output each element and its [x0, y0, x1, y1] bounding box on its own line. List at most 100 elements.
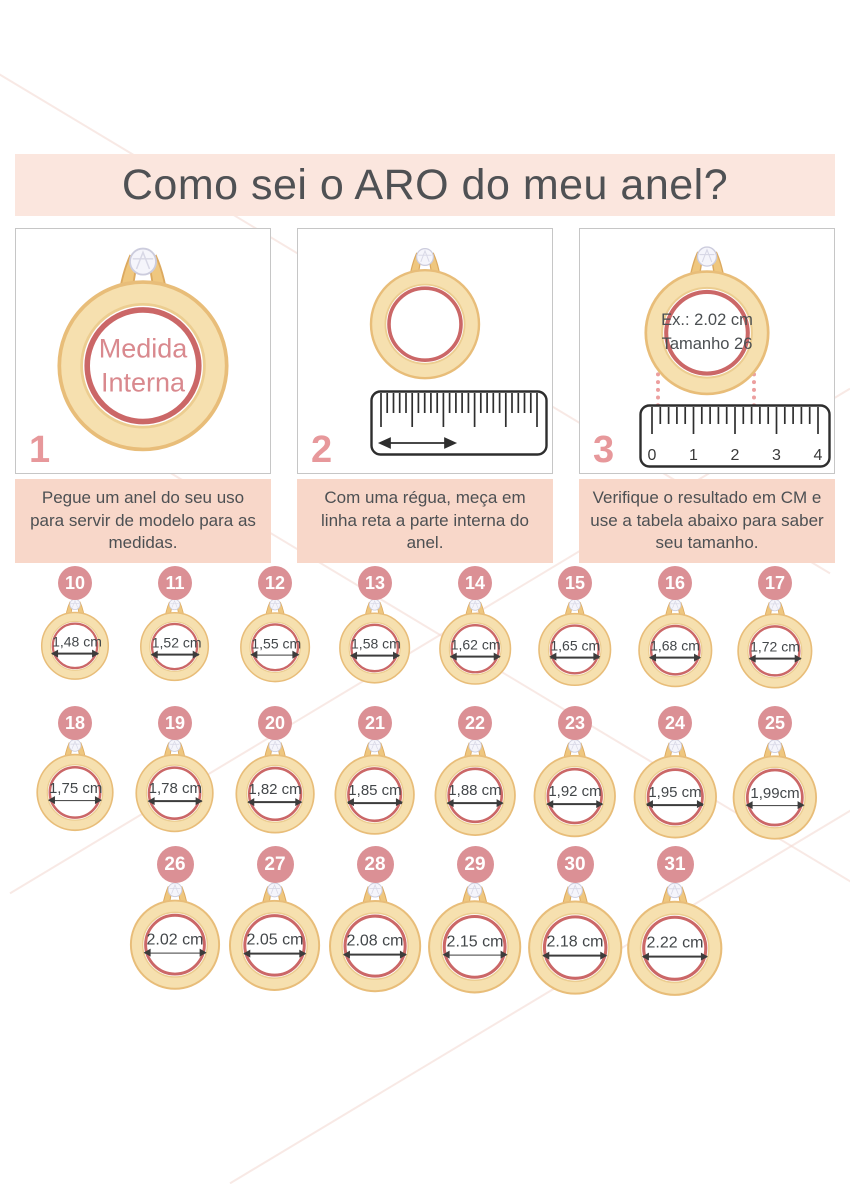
inner-diameter: 1,82 cm	[247, 781, 304, 806]
diameter-arrow-icon	[247, 798, 304, 806]
size-item-16: 16 1,68 cm	[625, 566, 725, 689]
size-number-badge: 25	[758, 706, 792, 740]
example-label: Ex.: 2.02 cm Tamanho 26	[661, 309, 753, 357]
inner-diameter: 1,92 cm	[546, 783, 605, 808]
ring-icon: 1,78 cm	[132, 737, 217, 834]
measurement-label: 1,92 cm	[548, 783, 602, 801]
diameter-arrow-icon	[342, 950, 408, 958]
measurement-label: 1,82 cm	[248, 781, 302, 799]
diameter-arrow-icon	[143, 949, 207, 957]
ring-icon: 2.22 cm	[623, 880, 727, 998]
measurement-label: 2.05 cm	[246, 931, 304, 949]
inner-diameter: 2.08 cm	[342, 933, 408, 958]
ring-icon	[365, 245, 485, 382]
step-number-3: 3	[593, 429, 615, 471]
size-item-29: 29 2.15 cm	[425, 846, 525, 995]
size-number-badge: 30	[556, 846, 594, 883]
size-number-badge: 14	[458, 566, 492, 600]
measurement-label: 1,95 cm	[648, 783, 702, 801]
ring-icon: 2.15 cm	[424, 880, 525, 995]
ring-icon: 1,85 cm	[331, 737, 418, 837]
ring-icon: 2.08 cm	[325, 880, 425, 994]
size-number-badge: 23	[558, 706, 592, 740]
size-item-23: 23 1,92 cm	[525, 706, 625, 839]
caption-step-3: Verifique o resultado em CM e use a tabe…	[579, 479, 835, 563]
dotted-guide-line	[656, 357, 660, 415]
ring-icon: 1,62 cm	[436, 597, 514, 686]
diameter-arrow-icon	[549, 653, 601, 661]
size-number-badge: 17	[758, 566, 792, 600]
size-item-14: 14 1,62 cm	[425, 566, 525, 686]
inner-measure-label: Medida Interna	[99, 332, 188, 400]
ring-illustration-step1: Medida Interna	[50, 243, 236, 455]
measurement-label: 1,75 cm	[48, 779, 103, 797]
ring-size-guide: Como sei o ARO do meu anel? Medida Inter…	[0, 67, 850, 1184]
dotted-guide-line	[752, 357, 756, 415]
step-panel-3: Ex.: 2.02 cm Tamanho 26 0 1 2 3 4 3	[579, 228, 835, 474]
diameter-arrow-icon	[51, 649, 99, 657]
size-number-badge: 24	[658, 706, 692, 740]
diameter-arrow-icon	[645, 800, 705, 809]
measurement-label: 2.18 cm	[546, 933, 604, 951]
ring-icon: 1,99cm	[729, 737, 821, 842]
svg-text:2: 2	[731, 447, 740, 464]
diameter-arrow-icon	[641, 952, 709, 960]
measurement-label: 1,52 cm	[151, 634, 202, 651]
inner-diameter: 2.05 cm	[243, 931, 308, 957]
measurement-label: 1,65 cm	[550, 637, 601, 654]
inner-diameter: 1,78 cm	[147, 780, 203, 805]
inner-diameter: 1,95 cm	[645, 783, 705, 809]
inner-diameter: 2.15 cm	[442, 933, 508, 959]
size-number-badge: 29	[456, 846, 494, 883]
size-number-badge: 28	[356, 846, 394, 883]
size-item-12: 12 1,55 cm	[225, 566, 325, 684]
size-item-11: 11 1,52 cm	[125, 566, 225, 683]
step-panel-2: 2	[297, 228, 553, 474]
size-chart-table: 10 1,48 cm 11 1	[0, 566, 850, 996]
diameter-arrow-icon	[446, 799, 504, 807]
ring-icon: 1,88 cm	[431, 737, 519, 838]
ring-icon: 1,72 cm	[734, 597, 816, 690]
size-item-26: 26 2.02 cm	[125, 846, 225, 992]
size-row-3: 26 2.02 cm 27 2	[0, 846, 850, 996]
diameter-arrow-icon	[243, 949, 308, 957]
size-item-27: 27 2.05 cm	[225, 846, 325, 993]
size-item-15: 15 1,65 cm	[525, 566, 625, 688]
caption-step-1: Pegue um anel do seu uso para servir de …	[15, 479, 271, 563]
size-number-badge: 27	[256, 846, 294, 883]
size-number-badge: 10	[58, 566, 92, 600]
inner-diameter: 1,52 cm	[150, 634, 202, 658]
diameter-arrow-icon	[150, 650, 199, 658]
inner-diameter: 1,68 cm	[649, 638, 701, 662]
svg-text:3: 3	[772, 447, 781, 464]
ring-icon: 2.18 cm	[524, 880, 626, 997]
size-number-badge: 21	[358, 706, 392, 740]
size-number-badge: 12	[258, 566, 292, 600]
inner-diameter: 2.22 cm	[641, 935, 709, 960]
svg-text:4: 4	[814, 447, 823, 464]
ruler-icon	[370, 390, 548, 456]
ring-icon: 1,95 cm	[630, 737, 721, 840]
ring-icon: 2.02 cm	[126, 880, 224, 992]
diameter-arrow-icon	[350, 651, 400, 660]
size-item-17: 17 1,72 cm	[725, 566, 825, 690]
diameter-arrow-icon	[47, 796, 103, 804]
header-band: Como sei o ARO do meu anel?	[15, 154, 835, 216]
size-number-badge: 20	[258, 706, 292, 740]
diameter-arrow-icon	[449, 652, 500, 660]
ring-icon: 1,92 cm	[530, 737, 620, 839]
size-item-25: 25 1,99cm	[725, 706, 825, 842]
size-item-19: 19 1,78 cm	[125, 706, 225, 834]
inner-diameter: 1,65 cm	[549, 637, 601, 661]
inner-diameter: 1,85 cm	[346, 782, 404, 806]
inner-diameter: 1,75 cm	[47, 779, 103, 804]
measurement-label: 1,78 cm	[148, 780, 202, 798]
ring-icon	[50, 243, 236, 455]
size-number-badge: 31	[656, 846, 694, 883]
inner-diameter: 1,72 cm	[748, 639, 801, 662]
measurement-label: 1,68 cm	[650, 638, 700, 655]
example-size: Tamanho 26	[661, 334, 753, 353]
diameter-arrow-icon	[546, 800, 605, 808]
inner-measure-line2: Interna	[100, 366, 186, 397]
diameter-arrow-icon	[442, 951, 508, 959]
